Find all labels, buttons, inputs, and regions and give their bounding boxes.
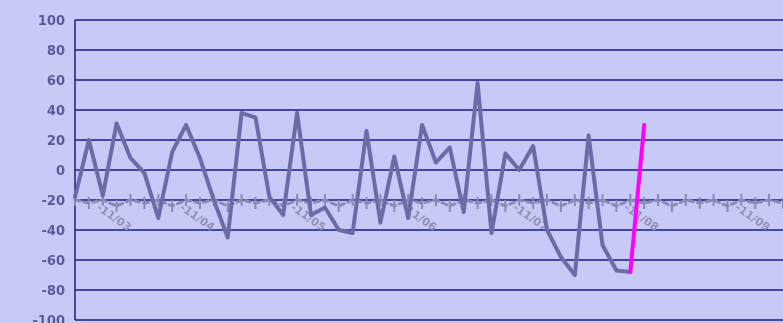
y-tick-label: 80 — [47, 44, 65, 59]
y-tick-label: 100 — [38, 14, 65, 29]
y-tick-label: -80 — [42, 284, 66, 299]
series-1 — [628, 123, 647, 274]
y-axis-tick-labels: 100 80 60 40 20 0 -20 -40 -60 -80 -100 — [32, 14, 65, 323]
y-tick-label: 40 — [47, 104, 65, 119]
series-line-0 — [73, 81, 633, 277]
y-tick-label: -60 — [42, 254, 66, 269]
y-tick-label: 0 — [56, 164, 65, 179]
series-0 — [73, 81, 633, 277]
series-2 — [73, 194, 783, 212]
series-layer — [73, 81, 783, 277]
y-tick-label: -40 — [42, 224, 66, 239]
y-tick-label: 60 — [47, 74, 65, 89]
series-line-1 — [628, 123, 647, 274]
series-line-2 — [73, 198, 783, 208]
x-tick-label: -11/08 — [622, 201, 662, 234]
y-tick-label: -100 — [32, 314, 65, 323]
y-tick-label: 20 — [47, 134, 65, 149]
y-tick-label: -20 — [42, 194, 66, 209]
x-tick-label: -11/09 — [733, 201, 773, 234]
x-tick-label: -11/04 — [177, 201, 217, 234]
gridlines — [74, 19, 783, 321]
